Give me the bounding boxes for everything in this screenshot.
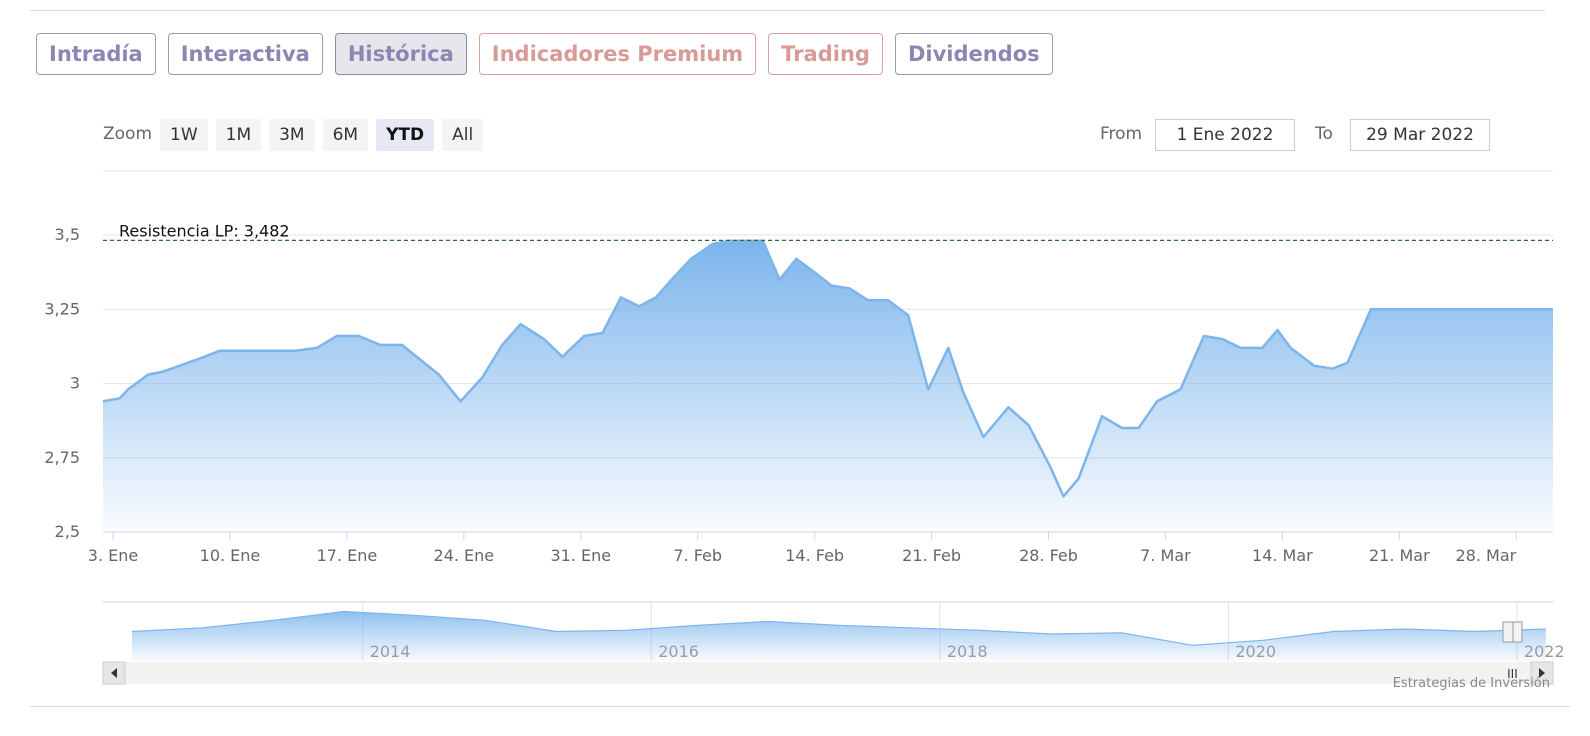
tab-dividendos[interactable]: Dividendos <box>894 33 1053 75</box>
navigator-line <box>131 610 1546 646</box>
zoom-label: Zoom <box>103 124 153 144</box>
x-tick-label: 3. Ene <box>88 546 138 565</box>
chevron-left-icon <box>111 668 117 678</box>
tab-indicadores-premium[interactable]: Indicadores Premium <box>478 33 757 75</box>
x-tick-label: 21. Mar <box>1369 546 1430 565</box>
navigator-area-fill <box>131 611 1546 661</box>
navigator-year-label: 2016 <box>658 642 699 661</box>
y-tick-label: 3,5 <box>55 225 80 244</box>
navigator-handle <box>1502 621 1514 643</box>
tab-interactiva[interactable]: Interactiva <box>167 33 323 75</box>
x-tick-label: 31. Ene <box>550 546 611 565</box>
to-label: To <box>1315 124 1333 144</box>
navigator-year-label: 2020 <box>1235 642 1276 661</box>
x-tick-label: 17. Ene <box>317 546 378 565</box>
navigator-handle <box>1511 621 1523 643</box>
zoom-1m-button[interactable]: 1M <box>215 119 262 151</box>
from-date-input[interactable]: 1 Ene 2022 <box>1155 119 1295 151</box>
bottom-divider <box>30 706 1570 707</box>
x-tick-label: 24. Ene <box>434 546 495 565</box>
credit-label: Estrategias de Inversión <box>1392 676 1550 691</box>
zoom-6m-button[interactable]: 6M <box>322 119 369 151</box>
x-tick-label: 7. Mar <box>1140 546 1191 565</box>
from-label: From <box>1100 124 1143 144</box>
navigator-year-label: 2014 <box>370 642 411 661</box>
scroll-left-button <box>102 661 126 685</box>
navigator-year-label: 2022 <box>1524 642 1565 661</box>
y-tick-label: 2,75 <box>44 448 80 467</box>
y-tick-label: 3,25 <box>44 299 80 318</box>
x-tick-label: 14. Mar <box>1252 546 1313 565</box>
top-divider <box>30 10 1545 11</box>
chart-tabs: Intradía Interactiva Histórica Indicador… <box>36 33 1053 75</box>
resistance-label: Resistencia LP: 3,482 <box>119 221 290 240</box>
scrollbar-track <box>103 662 1553 684</box>
y-tick-label: 3 <box>70 374 80 393</box>
zoom-1w-button[interactable]: 1W <box>160 119 208 151</box>
x-tick-label: 14. Feb <box>785 546 844 565</box>
zoom-3m-button[interactable]: 3M <box>269 119 315 151</box>
zoom-buttons: 1W 1M 3M 6M YTD All <box>160 119 484 151</box>
price-line <box>102 239 1553 498</box>
to-date-input[interactable]: 29 Mar 2022 <box>1350 119 1490 151</box>
price-area-fill <box>103 240 1553 532</box>
tab-intradia[interactable]: Intradía <box>36 33 156 75</box>
zoom-ytd-button[interactable]: YTD <box>376 119 435 151</box>
y-tick-label: 2,5 <box>55 522 80 541</box>
x-tick-label: 10. Ene <box>200 546 261 565</box>
tab-trading[interactable]: Trading <box>768 33 883 75</box>
zoom-all-button[interactable]: All <box>442 119 484 151</box>
tab-historica[interactable]: Histórica <box>334 33 467 75</box>
x-tick-label: 28. Feb <box>1019 546 1078 565</box>
x-tick-label: 21. Feb <box>902 546 961 565</box>
navigator-year-label: 2018 <box>947 642 988 661</box>
x-tick-label: 7. Feb <box>673 546 722 565</box>
x-tick-label: 28. Mar <box>1456 546 1517 565</box>
